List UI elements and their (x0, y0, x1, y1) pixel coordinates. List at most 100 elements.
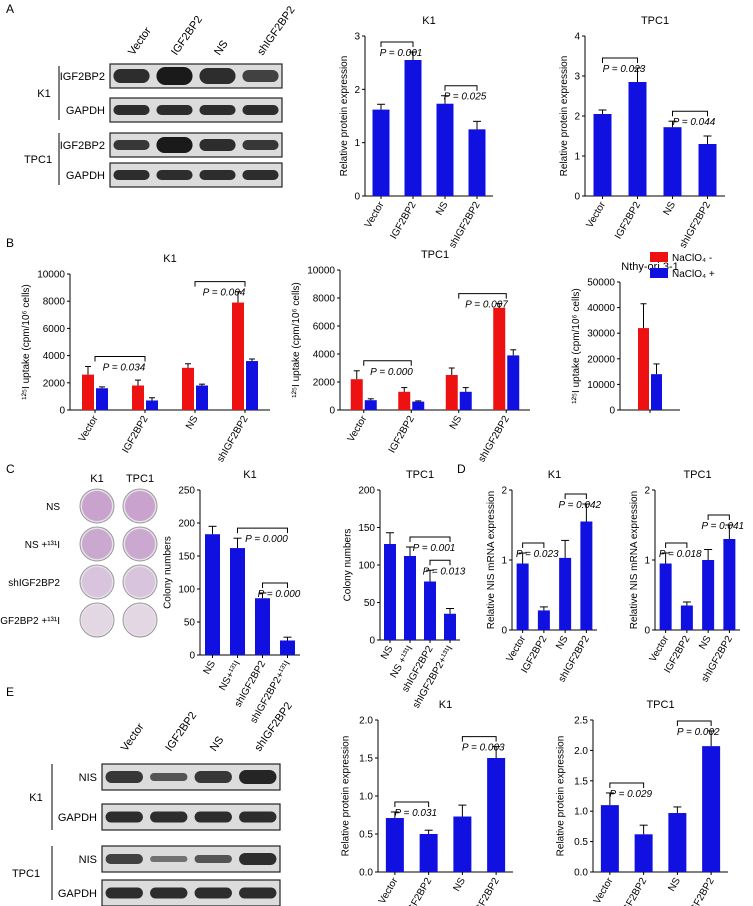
blot-a-lane-label: Vector (126, 25, 154, 58)
B2-y-tick-label: 2000 (313, 378, 336, 389)
blot-e-blot-band (239, 770, 277, 784)
D1-x-tick-label: NS (554, 634, 571, 652)
C1-y-tick-label: 200 (178, 519, 195, 530)
E2-x-tick-label: Vector (592, 875, 616, 906)
blot-e-group-label: TPC1 (12, 868, 40, 880)
A2-p-value-label: P = 0.023 (603, 64, 646, 75)
blot-e-blot-band (194, 887, 232, 899)
B1-x-tick-label: IGF2BP2 (121, 414, 151, 455)
B1-y-tick-label: 8000 (43, 297, 66, 308)
C1-bar (230, 548, 245, 655)
C2-y-tick-label: 0 (369, 636, 375, 647)
E1-bar (419, 834, 438, 872)
C1-significance-bracket (262, 582, 288, 588)
A1-y-tick-label: 1 (354, 138, 360, 149)
D2-y-tick-label: 0 (644, 626, 650, 637)
A1-x-tick-label: NS (434, 200, 451, 218)
C1-x-tick-label: NS+¹³¹I (217, 659, 243, 693)
blot-e-row-label: GAPDH (58, 812, 97, 824)
B1-bar (196, 385, 208, 410)
blot-e-row-label: NIS (79, 772, 97, 784)
D2-bar (659, 563, 672, 630)
E1-y-tick-label: 1.0 (359, 792, 373, 803)
colony-stain (82, 567, 112, 597)
C2-y-axis-label: Colony numbers (343, 529, 354, 602)
D1-y-tick-label: 1 (501, 556, 507, 567)
B3-y-tick-label: 0 (609, 406, 615, 417)
blot-a-blot-band (156, 67, 193, 85)
C1-chart-title: K1 (243, 469, 256, 481)
A1-y-tick-label: 3 (354, 32, 360, 43)
blot-a-blot-band (156, 105, 193, 115)
A2-y-tick-label: 1 (574, 152, 580, 163)
blot-a-blot-band (242, 70, 279, 82)
colony-row-label: NS +¹³¹I (25, 540, 60, 551)
A1-y-tick-label: 2 (354, 85, 360, 96)
B2-chart-title: TPC1 (421, 249, 449, 261)
E1-p-value-label: P = 0.031 (394, 808, 437, 819)
blot-a-group-label: TPC1 (24, 154, 52, 166)
E1-bar (487, 758, 506, 872)
E2-bar (634, 834, 653, 872)
B1-bar (96, 388, 108, 410)
A2-y-tick-label: 0 (574, 192, 580, 203)
A1-p-value-label: P = 0.001 (380, 48, 423, 59)
colony-col-label: TPC1 (126, 473, 154, 485)
D2-p-value-label: P = 0.018 (659, 549, 702, 560)
E1-bar (453, 816, 472, 872)
A1-x-tick-label: Vector (363, 199, 387, 230)
D1-bar (516, 563, 529, 630)
E2-bar (668, 813, 687, 872)
B2-bar (445, 375, 458, 410)
blot-a-row-label: GAPDH (66, 170, 105, 182)
B3-legend-swatch (650, 252, 668, 262)
E1-x-tick-label: Vector (377, 875, 401, 906)
blot-e-blot-band (105, 887, 143, 899)
D1-bar (537, 610, 550, 630)
C2-bar (384, 544, 396, 640)
A2-bar (663, 127, 682, 196)
C1-bar (255, 598, 270, 655)
C1-p-value-label: P = 0.000 (258, 589, 301, 600)
colony-stain (125, 567, 155, 597)
E1-x-tick-label: shIGF2BP2 (466, 876, 502, 906)
D1-significance-bracket (564, 493, 587, 499)
colony-stain (82, 491, 112, 521)
B2-x-tick-label: IGF2BP2 (387, 414, 417, 455)
A2-bar (698, 144, 717, 196)
colony-stain (82, 529, 112, 559)
B2-bar (459, 391, 472, 410)
E1-bar (385, 818, 404, 872)
colony-stain (125, 605, 155, 635)
D1-y-tick-label: 2 (501, 486, 507, 497)
B1-y-tick-label: 2000 (43, 378, 66, 389)
E2-y-tick-label: 0.0 (574, 868, 588, 879)
B1-chart-title: K1 (163, 253, 176, 265)
A2-bar (593, 114, 612, 196)
E1-significance-bracket (461, 736, 497, 742)
E1-significance-bracket (394, 801, 430, 807)
E1-chart-title: K1 (439, 699, 452, 711)
A2-x-tick-label: NS (662, 200, 679, 218)
blot-e-row-label: GAPDH (58, 888, 97, 900)
D2-chart-title: TPC1 (683, 469, 711, 481)
C2-bar (404, 556, 416, 640)
colony-dish (79, 602, 115, 638)
B2-y-tick-label: 8000 (313, 294, 336, 305)
D1-bar (580, 521, 593, 630)
blot-e-blot-band (105, 771, 143, 783)
E2-y-tick-label: 1.0 (574, 807, 588, 818)
B3-legend-label: NaClO₄ - (672, 253, 712, 264)
B3-legend-label: NaClO₄ + (672, 269, 715, 280)
C1-y-axis-label: Colony numbers (163, 536, 174, 609)
A2-significance-bracket (672, 110, 708, 117)
blot-a-row-label: IGF2BP2 (60, 140, 105, 152)
A2-y-tick-label: 4 (574, 32, 580, 43)
B2-p-value-label: P = 0.000 (370, 367, 413, 378)
B2-y-axis-label: ¹²⁵I uptake (cpm/10⁶ cells) (291, 282, 302, 398)
D1-p-value-label: P = 0.023 (516, 549, 559, 560)
A2-y-tick-label: 3 (574, 72, 580, 83)
E2-x-tick-label: shIGF2BP2 (681, 876, 717, 906)
B1-bar (82, 374, 94, 410)
B2-bar (493, 307, 506, 410)
